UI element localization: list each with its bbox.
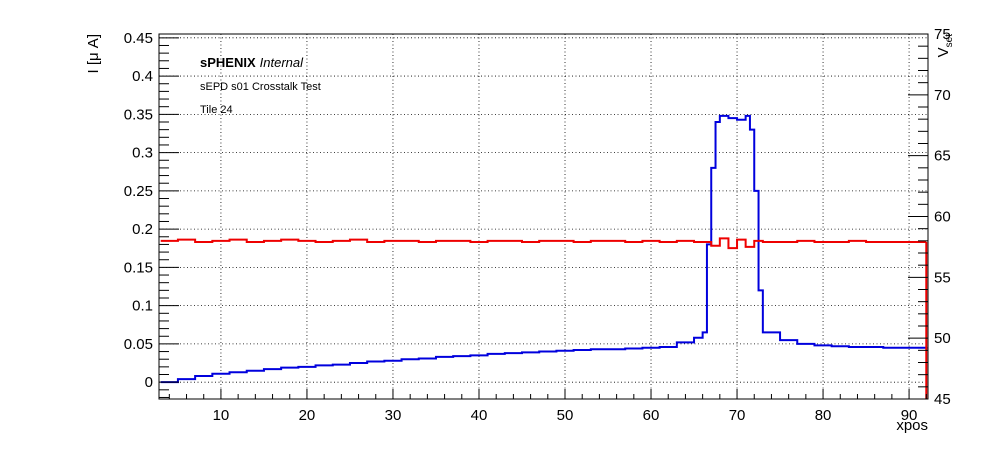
series-layer [160,114,928,399]
y2-tick-label: 50 [934,330,951,347]
current-series-line [160,114,928,384]
y2-axis-label-main: V [935,47,952,57]
y-tick-label: 0.45 [124,30,153,47]
y2-tick-label: 45 [934,391,951,408]
annotation-line-2: sEPD s01 Crosstalk Test [200,81,321,93]
x-tick-label: 50 [557,407,574,424]
y2-tick-label: 65 [934,148,951,165]
y2-tick-label: 75 [934,26,951,43]
x-axis-label: xpos [896,417,928,434]
y2-tick-label: 70 [934,87,951,104]
axes: 10 20 30 40 50 60 70 80 90 0 0.05 0.1 0.15 0.2 0.25 0.3… [124,26,951,424]
y-tick-label: 0.05 [124,336,153,353]
y-axis-label: I [μ A] [85,34,102,74]
y-tick-label: 0.35 [124,106,153,123]
x-tick-label: 90 [901,407,918,424]
brand-italic: Internal [260,55,304,70]
y-tick-label: 0.25 [124,183,153,200]
x-tick-label: 70 [729,407,746,424]
brand-bold: sPHENIX [200,55,256,70]
x-tick-label: 20 [299,407,316,424]
y-tick-label: 0.4 [132,68,153,85]
x-tick-label: 60 [643,407,660,424]
y-tick-label: 0.2 [132,221,153,238]
y2-tick-label: 55 [934,269,951,286]
x-tick-label: 10 [213,407,230,424]
y2-tick-label: 60 [934,209,951,226]
y-tick-label: 0 [145,374,153,391]
vset-series-line [160,237,927,250]
y-tick-label: 0.15 [124,259,153,276]
brand-annotation: sPHENIX Internal [200,55,304,70]
y-tick-label: 0.1 [132,298,153,315]
y2-axis-label-sub: set [944,34,955,48]
x-tick-label: 80 [815,407,832,424]
x-tick-label: 40 [471,407,488,424]
grid-lines [159,34,928,399]
x-tick-label: 30 [385,407,402,424]
y2-axis-label: Vset [935,34,955,58]
y-tick-label: 0.3 [132,145,153,162]
annotation-line-3: Tile 24 [200,104,233,116]
